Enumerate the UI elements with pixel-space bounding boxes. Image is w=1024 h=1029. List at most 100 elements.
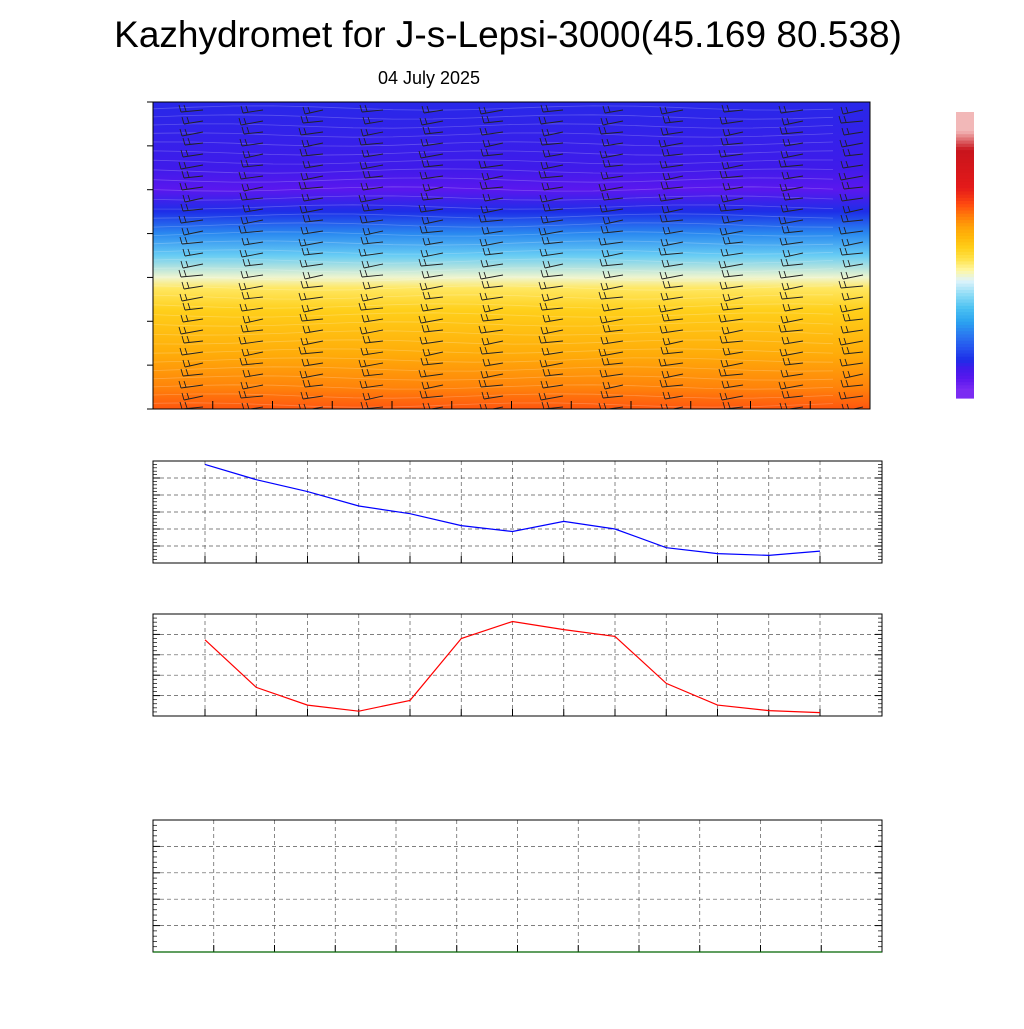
- wind-barb-shaft: [241, 362, 264, 366]
- wind-barb-shaft: [540, 230, 564, 236]
- wind-barb-flag: [720, 137, 724, 146]
- wind-barb-flag: [478, 271, 482, 280]
- wind-barb-flag: [542, 314, 546, 323]
- wind-barb-flag: [426, 270, 430, 278]
- wind-barb-flag: [485, 259, 489, 267]
- wind-barb-flag: [720, 359, 724, 368]
- wind-barb-flag: [181, 335, 185, 344]
- wind-barb: [781, 117, 804, 126]
- wind-barb-flag: [240, 216, 244, 225]
- wind-barb-flag: [538, 335, 542, 344]
- wind-barb-flag: [185, 314, 189, 322]
- wind-barb-flag: [660, 403, 663, 409]
- wind-barb: [540, 104, 564, 113]
- wind-barb-flag: [781, 282, 785, 291]
- wind-barb: [598, 237, 624, 246]
- wind-barb: [300, 337, 324, 346]
- wind-barb: [778, 381, 804, 390]
- wind-barb-shaft: [840, 175, 864, 181]
- wind-barb-shaft: [781, 351, 804, 357]
- wind-barb-flag: [424, 225, 428, 233]
- wind-barb-shaft: [420, 208, 444, 213]
- wind-barb-shaft: [601, 263, 624, 267]
- wind-barb: [479, 403, 504, 409]
- wind-barb: [541, 236, 564, 245]
- wind-barb-flag: [721, 104, 725, 113]
- colorbar-swatch: [956, 185, 974, 189]
- wind-barb-flag: [247, 369, 251, 377]
- wind-barb-shaft: [483, 340, 504, 346]
- wind-barb-shaft: [540, 285, 564, 290]
- colorbar-legend: [956, 112, 974, 399]
- isoline: [153, 222, 834, 228]
- wind-barb-flag: [483, 271, 487, 279]
- wind-barb-flag: [545, 215, 549, 223]
- wind-barb-flag: [846, 292, 850, 300]
- wind-barb-shaft: [423, 109, 444, 114]
- wind-barb: [780, 204, 804, 213]
- wind-barb-flag: [606, 138, 610, 146]
- wind-barb-flag: [240, 324, 244, 333]
- wind-barb: [181, 281, 204, 290]
- cross-section-fill: [153, 102, 870, 409]
- wind-barb-flag: [307, 106, 311, 114]
- wind-barb-flag: [659, 271, 663, 280]
- wind-barb: [182, 359, 204, 368]
- wind-barb: [420, 249, 444, 258]
- wind-barb-flag: [300, 172, 304, 181]
- wind-barb: [240, 270, 264, 279]
- wind-barb: [359, 104, 384, 113]
- wind-barb-flag: [486, 337, 490, 345]
- wind-barb-flag: [538, 170, 542, 179]
- colorbar-swatch: [956, 169, 974, 173]
- wind-barb: [841, 181, 864, 190]
- wind-barb-shaft: [180, 109, 204, 113]
- wind-barb: [722, 236, 744, 245]
- wind-barb: [779, 291, 804, 300]
- colorbar-swatch: [956, 289, 974, 294]
- wind-barb-flag: [359, 326, 363, 335]
- wind-barb-flag: [725, 248, 729, 256]
- wind-barb-flag: [784, 348, 788, 356]
- colorbar-swatch: [956, 343, 974, 348]
- wind-barb-shaft: [720, 263, 744, 269]
- wind-barb: [361, 260, 384, 269]
- wind-barb-flag: [299, 370, 303, 379]
- wind-barb-shaft: [183, 285, 204, 290]
- wind-barb-flag: [424, 171, 428, 179]
- wind-barb: [179, 347, 204, 356]
- wind-barb-flag: [847, 148, 851, 156]
- wind-barb-shaft: [483, 120, 504, 124]
- wind-barb: [601, 249, 624, 258]
- wind-barb-flag: [726, 269, 730, 277]
- wind-barb-flag: [184, 293, 188, 301]
- wind-barb-flag: [245, 381, 249, 389]
- wind-barb-shaft: [362, 186, 384, 191]
- wind-barb-shaft: [540, 120, 564, 125]
- wind-barb-flag: [419, 117, 423, 126]
- wind-barb-flag: [367, 116, 371, 124]
- wind-barb: [480, 148, 504, 157]
- wind-barb-flag: [299, 313, 303, 322]
- wind-barb-flag: [724, 170, 728, 178]
- wind-barb-shaft: [483, 230, 504, 235]
- wind-barb-shaft: [603, 307, 624, 312]
- wind-barb-flag: [840, 325, 844, 334]
- wind-barb: [781, 225, 804, 234]
- wind-barb-flag: [664, 214, 668, 222]
- wind-barb-flag: [307, 379, 311, 387]
- wind-barb-shaft: [844, 208, 864, 214]
- wind-barb-flag: [479, 181, 483, 190]
- wind-barb: [421, 270, 444, 279]
- wind-barb-flag: [480, 313, 484, 322]
- wind-barb: [362, 281, 384, 290]
- wind-barb-flag: [605, 336, 609, 344]
- wind-barb-flag: [363, 137, 367, 145]
- wind-barb-shaft: [724, 351, 744, 356]
- wind-barb-shaft: [242, 164, 264, 168]
- wind-barb-flag: [727, 401, 731, 409]
- wind-barb-flag: [180, 260, 184, 269]
- wind-barb-flag: [362, 281, 366, 290]
- wind-barb-flag: [366, 260, 370, 268]
- wind-barb: [780, 258, 804, 267]
